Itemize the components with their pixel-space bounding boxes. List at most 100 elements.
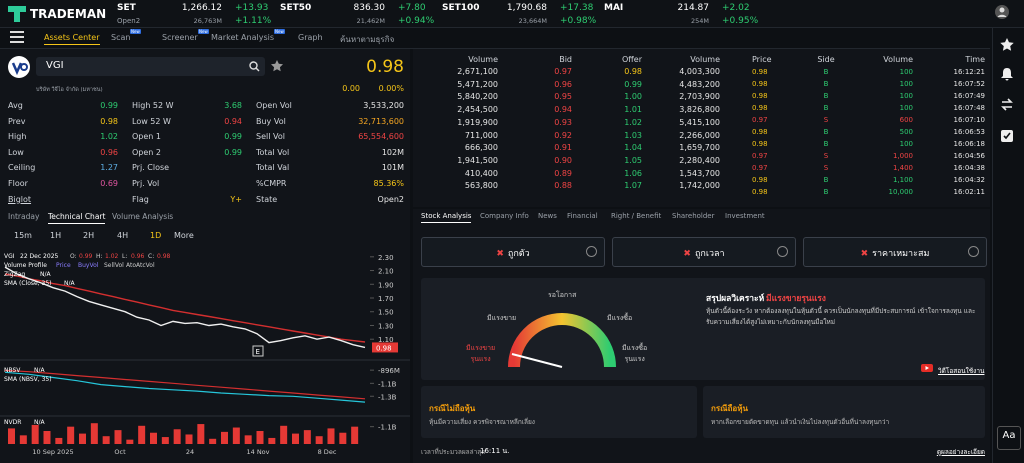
nav-tab[interactable]: Scan <box>111 33 131 42</box>
analysis-tab[interactable]: Investment <box>725 212 765 220</box>
stat-label: Total Val <box>256 163 290 173</box>
nvdr-bar <box>209 438 217 444</box>
ticker-time: 16:04:32 <box>953 176 985 184</box>
nvdr-bar <box>197 424 205 444</box>
timeframe[interactable]: 15m <box>14 231 32 240</box>
check-label: ถูกตัว <box>507 249 530 259</box>
stat-label: Total Vol <box>256 147 290 157</box>
timeframe[interactable]: 1D <box>150 231 162 240</box>
chart-tab[interactable]: Volume Analysis <box>112 212 174 221</box>
nvdr-bar <box>90 423 98 444</box>
favorite-star[interactable] <box>271 60 283 72</box>
analysis-tab[interactable]: Stock Analysis <box>421 212 472 223</box>
nvdr-bar <box>114 430 122 444</box>
orderbook-cell: 1.04 <box>624 143 642 153</box>
legend-text: Price <box>56 262 71 269</box>
ticker-side: S <box>823 116 829 124</box>
ticker-header: Side <box>817 55 835 64</box>
footer-link[interactable]: ดูผลอย่างละเอียด <box>936 448 985 456</box>
timeframe[interactable]: 2H <box>83 231 95 240</box>
nav-tab[interactable]: Assets Center <box>44 33 100 45</box>
nvdr-bar <box>221 431 228 444</box>
menu-button[interactable] <box>10 31 24 43</box>
nvdr-bar <box>161 437 169 444</box>
stat-label: %CMPR <box>256 179 287 188</box>
timeframe[interactable]: 4H <box>117 231 129 240</box>
check-button[interactable]: ✖ ราคาเหมาะสม <box>803 237 987 267</box>
check-button[interactable]: ✖ ถูกตัว <box>421 237 605 267</box>
sidebar-icons[interactable] <box>1000 38 1014 168</box>
ticker-volume: 100 <box>899 80 913 88</box>
analysis-tab[interactable]: Company Info <box>480 212 529 220</box>
y-tick-label: -1.1B <box>378 380 397 388</box>
index-change: +2.02 <box>722 3 750 13</box>
analysis-tab[interactable]: News <box>538 212 557 220</box>
index-change: +13.93 <box>235 3 269 13</box>
index-session: Open2 <box>117 17 141 25</box>
orderbook-cell: 0.99 <box>624 79 642 89</box>
index-volume: 254M <box>690 17 709 25</box>
stat-value: Open2 <box>377 194 404 204</box>
ticker-time: 16:06:53 <box>953 128 985 136</box>
legend-text: AtoAtcVol <box>126 262 155 269</box>
analysis-tab[interactable]: Shareholder <box>672 212 715 220</box>
stock-name: บริษัท วีจีไอ จำกัด (มหาชน) <box>36 87 103 93</box>
nav-tab[interactable]: Market Analysis <box>211 33 275 42</box>
stat-label: Open 2 <box>132 147 161 157</box>
video-link[interactable]: วิดีโอสอนใช้งาน <box>938 367 985 375</box>
stat-value: 1.27 <box>100 163 118 173</box>
nvdr-bar <box>8 428 15 444</box>
index-name: SET100 <box>442 3 480 13</box>
y-tick-label: 1.10 <box>378 336 394 344</box>
stat-label: Prj. Vol <box>132 179 160 188</box>
chart-tab[interactable]: Intraday <box>8 212 40 221</box>
chart-tab[interactable]: Technical Chart <box>48 212 106 224</box>
index-volume: 26,763M <box>193 17 222 25</box>
stat-value: 0.99 <box>100 101 118 110</box>
nvdr-bar <box>102 436 110 444</box>
new-badge: New <box>274 29 285 34</box>
analysis-tab[interactable]: Financial <box>567 212 598 220</box>
ticker-volume: 100 <box>899 104 913 112</box>
legend-text: ZigZag <box>4 271 25 278</box>
ticker-time: 16:06:18 <box>953 140 985 148</box>
font-button[interactable]: Aa <box>1002 430 1016 441</box>
stat-value: 0.96 <box>100 147 118 157</box>
y-tick-label: 1.50 <box>378 309 394 317</box>
ticker-time: 16:02:11 <box>953 188 985 196</box>
timeframe[interactable]: More <box>174 231 194 240</box>
check-button[interactable]: ✖ ถูกเวลา <box>612 237 796 267</box>
index-percent: +0.98% <box>560 16 597 26</box>
analysis-tab[interactable]: Right / Benefit <box>611 212 662 220</box>
stat-label: Buy Vol <box>256 116 286 126</box>
search-box[interactable] <box>36 57 265 76</box>
nav-tab[interactable]: Graph <box>298 33 323 42</box>
user-icon[interactable] <box>995 5 1009 19</box>
ticker-header: Time <box>965 55 985 64</box>
index-percent: +0.94% <box>398 16 435 26</box>
orderbook-cell: 2,280,400 <box>679 155 720 165</box>
index-value: 836.30 <box>353 3 386 13</box>
orderbook-cell: 666,300 <box>464 143 498 153</box>
orderbook-cell: 0.94 <box>554 105 572 115</box>
x-tick-label: Oct <box>114 448 126 456</box>
ticker-price: 0.98 <box>752 176 768 184</box>
y-tick-label: 2.10 <box>378 268 394 276</box>
orderbook-cell: 1,543,700 <box>679 168 720 178</box>
ticker-side: B <box>823 128 829 136</box>
footer-label: เวลาที่ประมวลผลล่าสุด <box>421 448 486 456</box>
stat-label: Avg <box>8 101 23 110</box>
orderbook-cell: 1,659,700 <box>679 143 720 153</box>
font-button-frame[interactable] <box>997 426 1021 450</box>
orderbook-cell: 0.96 <box>554 79 572 89</box>
search-icon[interactable] <box>249 61 260 72</box>
orderbook-header: Bid <box>559 55 572 64</box>
nvdr-bar <box>339 432 347 444</box>
nav-tab[interactable]: ค้นหาตามธุรกิจ <box>340 35 395 44</box>
legend-text: 0.96 <box>131 253 145 260</box>
timeframe[interactable]: 1H <box>50 231 62 240</box>
nav-tab[interactable]: Screener <box>162 33 198 42</box>
orderbook-cell: 0.90 <box>554 155 572 165</box>
